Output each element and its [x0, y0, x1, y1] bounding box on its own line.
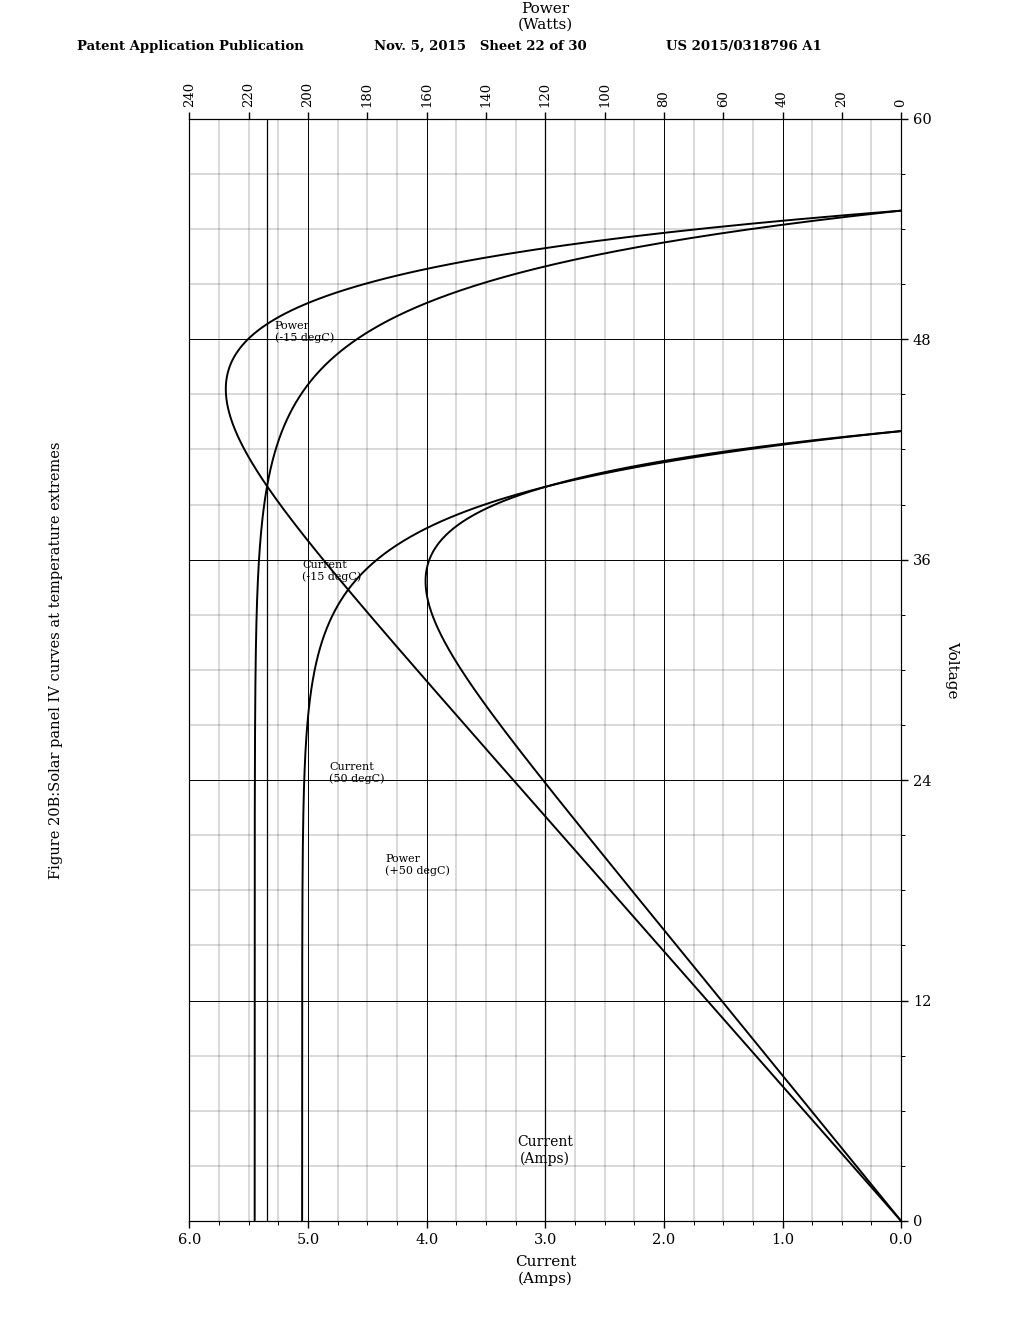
Y-axis label: Voltage: Voltage: [945, 642, 959, 698]
Text: Figure 20B:Solar panel IV curves at temperature extremes: Figure 20B:Solar panel IV curves at temp…: [49, 441, 63, 879]
Text: Current
(-15 degC): Current (-15 degC): [302, 560, 361, 582]
X-axis label: Power
(Watts): Power (Watts): [518, 1, 572, 32]
Text: Power
(-15 degC): Power (-15 degC): [274, 321, 334, 343]
Text: US 2015/0318796 A1: US 2015/0318796 A1: [666, 40, 821, 53]
Text: Power
(+50 degC): Power (+50 degC): [385, 854, 450, 876]
Text: Current
(Amps): Current (Amps): [517, 1135, 573, 1166]
Text: Patent Application Publication: Patent Application Publication: [77, 40, 303, 53]
Text: Nov. 5, 2015   Sheet 22 of 30: Nov. 5, 2015 Sheet 22 of 30: [374, 40, 587, 53]
Text: Current
(50 degC): Current (50 degC): [330, 762, 385, 784]
X-axis label: Current
(Amps): Current (Amps): [515, 1255, 575, 1286]
